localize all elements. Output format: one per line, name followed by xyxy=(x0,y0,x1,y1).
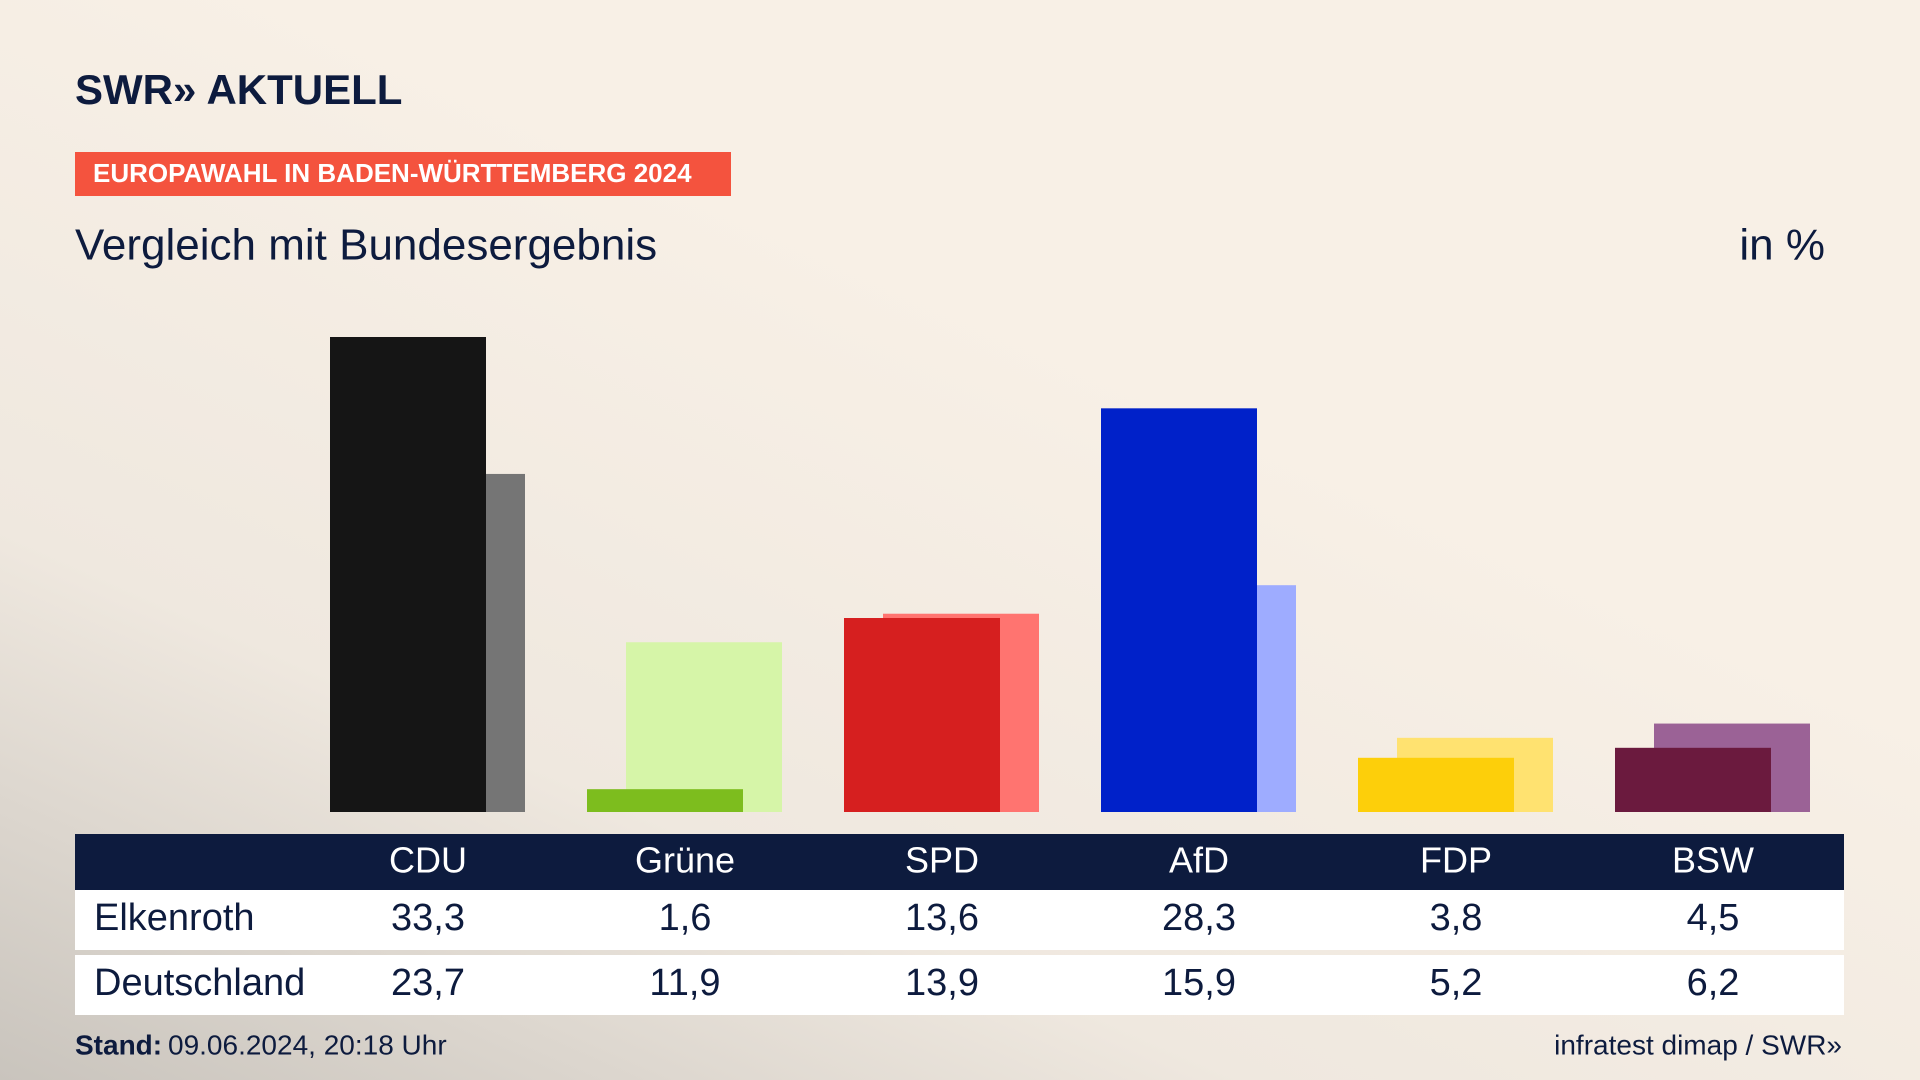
table-row xyxy=(75,890,1844,950)
value-label: 4,5 xyxy=(1687,897,1740,939)
value-label: 5,2 xyxy=(1430,962,1483,1004)
value-label: 6,2 xyxy=(1687,962,1740,1004)
unit-label: in % xyxy=(1739,221,1825,270)
bar xyxy=(1101,408,1257,812)
value-label: 15,9 xyxy=(1162,962,1236,1004)
bar xyxy=(1615,747,1771,812)
value-label: 13,6 xyxy=(905,897,979,939)
x-tick-label: CDU xyxy=(389,840,467,881)
bar xyxy=(587,789,743,812)
value-label: 23,7 xyxy=(391,962,465,1004)
logo: SWR» AKTUELL xyxy=(75,66,402,113)
row-label: Deutschland xyxy=(94,962,305,1004)
bar xyxy=(626,642,782,812)
x-tick-label: BSW xyxy=(1672,840,1754,881)
value-label: 28,3 xyxy=(1162,897,1236,939)
bar xyxy=(330,337,486,812)
x-tick-label: AfD xyxy=(1169,840,1229,881)
value-label: 1,6 xyxy=(659,897,712,939)
value-label: 33,3 xyxy=(391,897,465,939)
x-tick-label: FDP xyxy=(1420,840,1492,881)
badge: EUROPAWAHL IN BADEN-WÜRTTEMBERG 2024 xyxy=(93,158,692,188)
x-tick-label: Grüne xyxy=(635,840,735,881)
badge-bg xyxy=(75,152,731,196)
stand-label: Stand: xyxy=(75,1029,162,1060)
value-label: 3,8 xyxy=(1430,897,1483,939)
source: infratest dimap / SWR» xyxy=(1554,1029,1842,1060)
value-label: 13,9 xyxy=(905,962,979,1004)
bar xyxy=(844,618,1000,812)
table-header xyxy=(75,834,1844,890)
value-label: 11,9 xyxy=(649,962,720,1004)
table-row xyxy=(75,955,1844,1015)
stand: 09.06.2024, 20:18 Uhr xyxy=(168,1029,447,1060)
chart-title: Vergleich mit Bundesergebnis xyxy=(75,221,657,270)
row-label: Elkenroth xyxy=(94,897,255,939)
bar xyxy=(1358,757,1514,812)
x-tick-label: SPD xyxy=(905,840,979,881)
